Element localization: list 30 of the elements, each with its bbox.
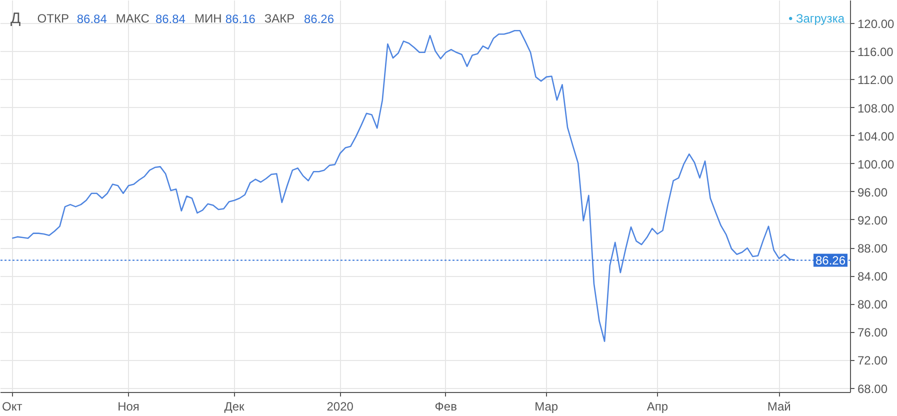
annotation: ОТКР 86.84 — [37, 12, 108, 26]
y-tick-label: 108.00 — [858, 101, 895, 116]
y-tick-label: 100.00 — [858, 157, 895, 172]
x-tick-label: Мар — [534, 400, 558, 414]
y-tick-label: 84.00 — [858, 270, 888, 284]
line-series — [11, 30, 796, 342]
y-tick-label: 104.00 — [858, 129, 895, 144]
y-tick-label: 112.00 — [858, 73, 894, 88]
annotation: • Загрузка — [788, 12, 845, 26]
annotation: МИН 86.16 — [194, 12, 256, 26]
y-tick-label: 72.00 — [858, 354, 888, 368]
ref-line-label: 86.26 — [815, 254, 846, 268]
x-tick-label: Май — [767, 400, 791, 414]
y-tick-label: 96.00 — [858, 185, 888, 200]
y-tick-label: 80.00 — [858, 298, 888, 312]
annotation: ЗАКР 86.26 — [264, 12, 334, 26]
x-tick-label: 2020 — [326, 400, 354, 414]
x-tick-label: Апр — [646, 400, 668, 414]
x-tick-label: Дек — [224, 400, 246, 414]
y-tick-label: 116.00 — [858, 45, 894, 60]
y-tick-label: 88.00 — [858, 242, 888, 256]
y-tick-label: 76.00 — [858, 326, 888, 340]
y-tick-label: 68.00 — [858, 382, 888, 396]
text: Д — [10, 10, 21, 27]
y-tick-label: 92.00 — [858, 213, 888, 228]
y-tick-label: 120.00 — [858, 17, 895, 32]
x-tick-label: Фев — [434, 400, 457, 414]
x-tick-label: Окт — [2, 400, 23, 414]
x-tick-label: Ноя — [118, 400, 140, 414]
annotation: МАКС 86.84 — [116, 12, 186, 26]
